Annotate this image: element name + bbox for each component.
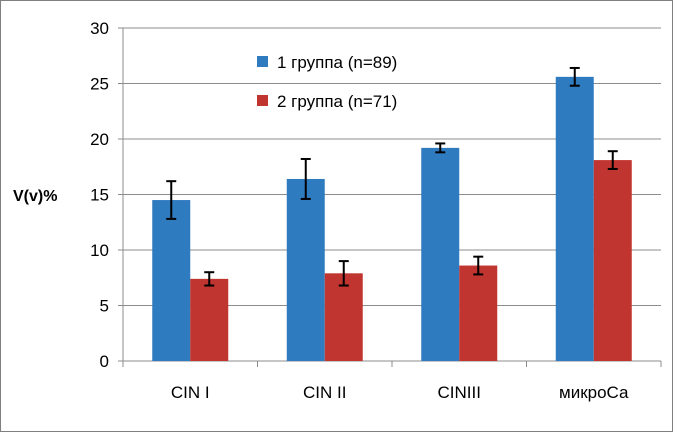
bar-s2-0 — [190, 278, 229, 361]
y-axis-label: V(v)% — [13, 188, 57, 205]
y-tick-label-20: 20 — [90, 130, 109, 149]
legend-swatch-series-2 — [257, 95, 268, 106]
tick-labels: 0 5 10 15 20 25 30 CIN I CIN II CINIII микроСа — [90, 19, 629, 402]
x-tick-label-1: CIN II — [303, 383, 346, 402]
bar-s2-3 — [593, 160, 632, 361]
legend-label-series-1: 1 группа (n=89) — [277, 53, 397, 72]
y-tick-label-5: 5 — [100, 297, 109, 316]
bar-s1-3 — [555, 76, 594, 361]
y-tick-label-0: 0 — [100, 352, 109, 371]
bar-s2-2 — [459, 265, 498, 361]
bar-s1-1 — [286, 178, 325, 361]
y-tick-label-15: 15 — [90, 186, 109, 205]
x-tick-label-0: CIN I — [171, 383, 210, 402]
y-tick-label-25: 25 — [90, 75, 109, 94]
legend-label-series-2: 2 группа (n=71) — [277, 92, 397, 111]
bar-s1-0 — [152, 200, 191, 361]
error-bars — [166, 66, 618, 287]
y-tick-label-10: 10 — [90, 241, 109, 260]
x-tick-label-3: микроСа — [559, 383, 629, 402]
x-tick-label-2: CINIII — [438, 383, 481, 402]
bars — [152, 76, 632, 361]
legend-swatch-series-1 — [257, 56, 268, 67]
bar-s1-2 — [421, 147, 460, 361]
bar-s2-1 — [324, 273, 363, 361]
y-tick-label-30: 30 — [90, 19, 109, 38]
legend: 1 группа (n=89) 2 группа (n=71) — [257, 53, 397, 111]
